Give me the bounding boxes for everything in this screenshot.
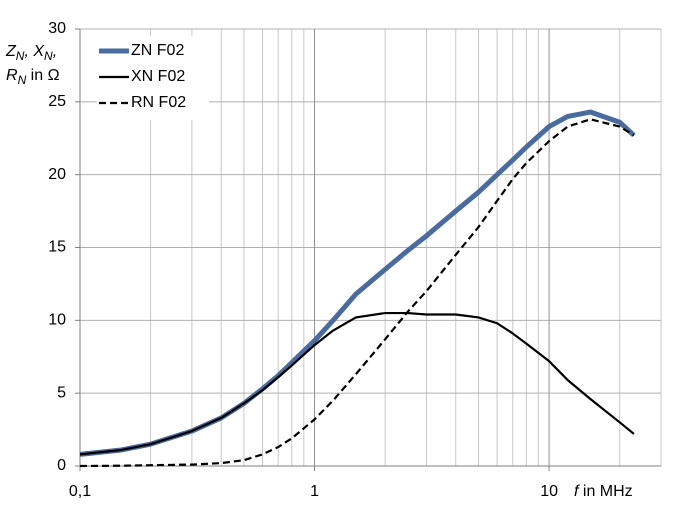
label-part: R bbox=[6, 67, 18, 84]
legend: ZN F02 XN F02 RN F02 bbox=[97, 36, 209, 120]
x-tick-label: 0,1 bbox=[69, 483, 91, 500]
legend-label: RN F02 bbox=[131, 94, 186, 111]
series-line bbox=[79, 118, 635, 468]
legend-label: ZN F02 bbox=[131, 42, 184, 59]
x-tick-label: 1 bbox=[310, 483, 319, 500]
series-line bbox=[79, 311, 635, 456]
y-axis-label: ZN, XN, bbox=[5, 43, 57, 63]
y-tick-label: 10 bbox=[48, 312, 66, 329]
label-part: N bbox=[44, 49, 53, 63]
legend-label: XN F02 bbox=[131, 68, 185, 85]
series-line bbox=[79, 109, 636, 457]
y-tick-label: 5 bbox=[57, 384, 66, 401]
x-tick-label: 10 bbox=[540, 483, 558, 500]
y-tick-label: 25 bbox=[48, 93, 66, 110]
y-tick-label: 30 bbox=[48, 20, 66, 37]
label-part: , bbox=[53, 43, 57, 60]
label-part: N bbox=[16, 49, 25, 63]
label-part: in Ω bbox=[26, 67, 59, 84]
label-part: f bbox=[574, 483, 580, 500]
y-tick-label: 0 bbox=[57, 457, 66, 474]
label-part: N bbox=[18, 73, 27, 87]
y-tick-label: 15 bbox=[48, 239, 66, 256]
label-part: , X bbox=[24, 43, 45, 60]
y-axis-label: RN in Ω bbox=[6, 67, 60, 87]
label-part: in MHz bbox=[578, 483, 632, 500]
x-axis-label: f in MHz bbox=[574, 483, 633, 500]
label-part: Z bbox=[5, 43, 17, 60]
y-tick-label: 20 bbox=[48, 166, 66, 183]
